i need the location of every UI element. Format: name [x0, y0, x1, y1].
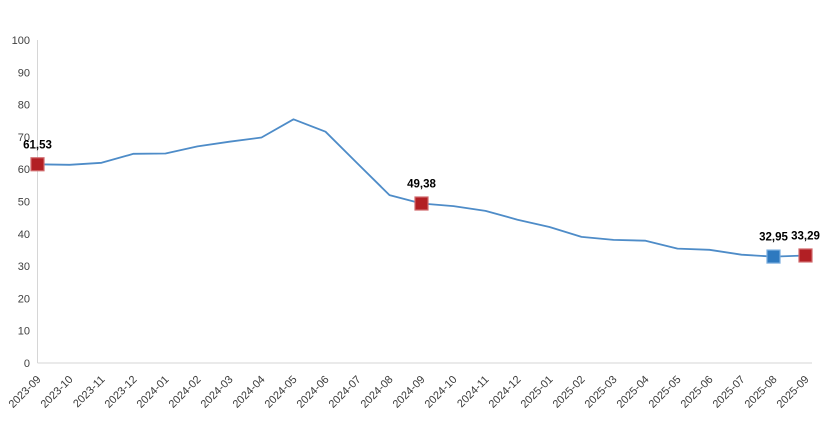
x-axis-tick-label: 2025-09 [775, 374, 812, 411]
y-axis-tick-label: 40 [18, 229, 30, 241]
y-axis-tick-label: 30 [18, 261, 30, 273]
x-axis-tick-label: 2023-09 [7, 374, 44, 411]
data-point-marker [766, 249, 781, 264]
x-axis-tick-label: 2024-01 [135, 374, 172, 411]
x-axis-tick-label: 2025-04 [615, 374, 652, 411]
x-axis-tick-label: 2024-09 [391, 374, 428, 411]
x-axis-tick-label: 2023-10 [39, 374, 76, 411]
data-point-value-label: 61,53 [23, 139, 52, 151]
y-axis-tick-label: 20 [18, 293, 30, 305]
y-axis-tick-label: 0 [24, 358, 30, 370]
x-axis-tick-label: 2025-03 [583, 374, 620, 411]
x-axis-tick-label: 2025-01 [519, 374, 556, 411]
data-point-marker [414, 196, 429, 211]
x-axis-tick-label: 2024-12 [487, 374, 524, 411]
data-point-marker [798, 248, 813, 263]
x-axis-tick-label: 2023-12 [103, 374, 140, 411]
y-axis-tick-label: 50 [18, 197, 30, 209]
x-axis-tick-label: 2023-11 [71, 374, 107, 410]
x-axis-tick-label: 2025-02 [551, 374, 588, 411]
x-axis-tick-label: 2024-07 [327, 374, 364, 411]
x-axis-tick-label: 2024-08 [359, 374, 396, 411]
x-axis-tick-label: 2025-08 [743, 374, 780, 411]
y-axis-tick-label: 80 [18, 100, 30, 112]
data-point-value-label: 49,38 [407, 179, 436, 191]
y-axis-tick-label: 10 [18, 326, 30, 338]
y-axis-tick-label: 70 [18, 132, 30, 144]
data-point-value-label: 32,95 [759, 232, 788, 244]
x-axis-tick-label: 2024-04 [231, 374, 268, 411]
x-axis-tick-label: 2025-05 [647, 374, 684, 411]
x-axis-tick-label: 2024-05 [263, 374, 300, 411]
y-axis-tick-label: 60 [18, 164, 30, 176]
x-axis-tick-label: 2024-10 [423, 374, 460, 411]
x-axis-tick-label: 2025-07 [711, 374, 748, 411]
y-axis-tick-label: 90 [18, 67, 30, 79]
x-axis-tick-label: 2024-03 [199, 374, 236, 411]
x-axis-tick-label: 2025-06 [679, 374, 716, 411]
data-point-value-label: 33,29 [791, 230, 820, 242]
x-axis-tick-label: 2024-06 [295, 374, 332, 411]
x-axis-tick-label: 2024-11 [455, 374, 491, 410]
data-point-marker [30, 157, 45, 172]
y-axis-tick-label: 100 [12, 35, 30, 47]
x-axis-tick-label: 2024-02 [167, 374, 204, 411]
